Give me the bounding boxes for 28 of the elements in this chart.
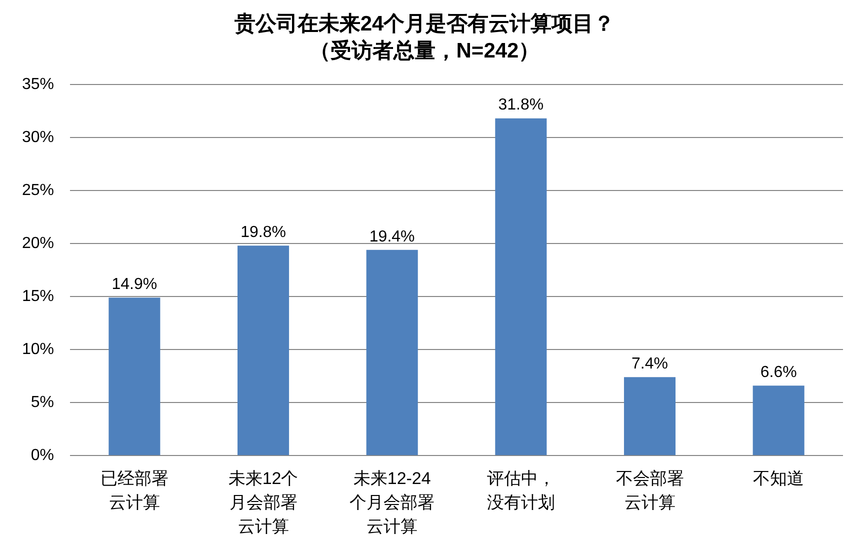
- y-tick-label: 20%: [22, 234, 54, 252]
- y-tick-label: 35%: [22, 76, 54, 93]
- y-tick-label: 5%: [30, 394, 54, 411]
- x-tick-label: 未来12个月会部署云计算: [228, 469, 298, 536]
- bar: [366, 250, 418, 456]
- x-tick-label: 评估中，没有计划: [486, 469, 555, 512]
- y-tick-label: 25%: [22, 182, 54, 199]
- y-tick-label: 30%: [22, 128, 54, 146]
- data-label: 31.8%: [498, 96, 544, 114]
- y-tick-label: 15%: [22, 288, 54, 305]
- bar: [495, 118, 547, 456]
- bar: [624, 377, 676, 456]
- x-tick-label: 不会部署云计算: [616, 469, 684, 512]
- y-tick-label: 10%: [22, 340, 54, 358]
- data-label: 14.9%: [112, 276, 158, 293]
- x-tick-label: 未来12-24个月会部署云计算: [350, 469, 435, 536]
- x-tick-label: 已经部署云计算: [100, 469, 168, 512]
- bar: [108, 298, 160, 456]
- bar: [752, 386, 804, 456]
- chart-title: 贵公司在未来24个月是否有云计算项目？: [233, 12, 615, 36]
- x-tick-label: 不知道: [753, 469, 804, 488]
- data-label: 19.4%: [369, 228, 415, 246]
- bar: [238, 246, 290, 456]
- chart-subtitle: （受访者总量，N=242）: [309, 38, 540, 63]
- data-label: 6.6%: [760, 364, 797, 382]
- data-label: 7.4%: [632, 356, 668, 373]
- y-tick-label: 0%: [30, 447, 54, 464]
- data-label: 19.8%: [240, 224, 286, 242]
